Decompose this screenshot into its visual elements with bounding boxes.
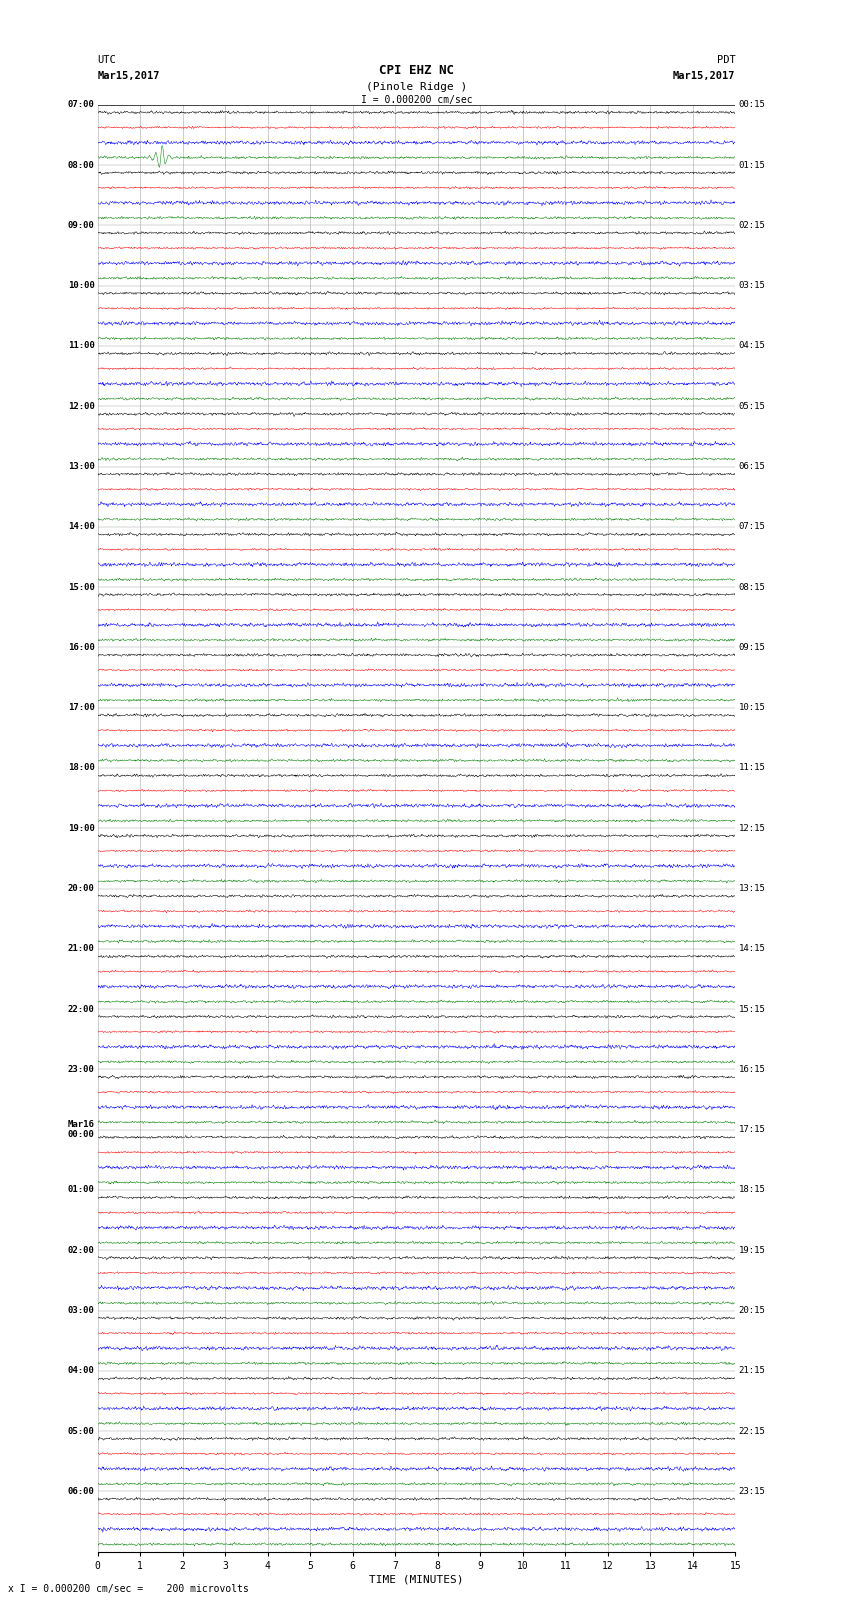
Text: 03:00: 03:00	[68, 1307, 94, 1315]
Text: 03:15: 03:15	[739, 281, 765, 290]
Text: 13:15: 13:15	[739, 884, 765, 894]
Text: 23:15: 23:15	[739, 1487, 765, 1495]
Text: 12:00: 12:00	[68, 402, 94, 411]
Text: CPI EHZ NC: CPI EHZ NC	[379, 65, 454, 77]
Text: 04:00: 04:00	[68, 1366, 94, 1376]
Text: 06:00: 06:00	[68, 1487, 94, 1495]
Text: 13:00: 13:00	[68, 461, 94, 471]
Text: 00:15: 00:15	[739, 100, 765, 110]
Text: 07:00: 07:00	[68, 100, 94, 110]
Text: x I = 0.000200 cm/sec =    200 microvolts: x I = 0.000200 cm/sec = 200 microvolts	[8, 1584, 249, 1594]
Text: 16:00: 16:00	[68, 644, 94, 652]
Text: 14:15: 14:15	[739, 944, 765, 953]
X-axis label: TIME (MINUTES): TIME (MINUTES)	[369, 1574, 464, 1586]
Text: 22:00: 22:00	[68, 1005, 94, 1013]
Text: 05:15: 05:15	[739, 402, 765, 411]
Text: 14:00: 14:00	[68, 523, 94, 531]
Text: 21:15: 21:15	[739, 1366, 765, 1376]
Text: 15:15: 15:15	[739, 1005, 765, 1013]
Text: 10:15: 10:15	[739, 703, 765, 713]
Text: 12:15: 12:15	[739, 824, 765, 832]
Text: 17:00: 17:00	[68, 703, 94, 713]
Text: 19:00: 19:00	[68, 824, 94, 832]
Text: (Pinole Ridge ): (Pinole Ridge )	[366, 82, 468, 92]
Text: 11:15: 11:15	[739, 763, 765, 773]
Text: 15:00: 15:00	[68, 582, 94, 592]
Text: 02:15: 02:15	[739, 221, 765, 231]
Text: 08:15: 08:15	[739, 582, 765, 592]
Text: UTC: UTC	[98, 55, 116, 65]
Text: Mar16
00:00: Mar16 00:00	[68, 1119, 94, 1139]
Text: 22:15: 22:15	[739, 1426, 765, 1436]
Text: 20:00: 20:00	[68, 884, 94, 894]
Text: 19:15: 19:15	[739, 1245, 765, 1255]
Text: 18:15: 18:15	[739, 1186, 765, 1195]
Text: 10:00: 10:00	[68, 281, 94, 290]
Text: 21:00: 21:00	[68, 944, 94, 953]
Text: 18:00: 18:00	[68, 763, 94, 773]
Text: 20:15: 20:15	[739, 1307, 765, 1315]
Text: 01:15: 01:15	[739, 161, 765, 169]
Text: 16:15: 16:15	[739, 1065, 765, 1074]
Text: 07:15: 07:15	[739, 523, 765, 531]
Text: 09:15: 09:15	[739, 644, 765, 652]
Text: Mar15,2017: Mar15,2017	[98, 71, 161, 81]
Text: 17:15: 17:15	[739, 1126, 765, 1134]
Text: Mar15,2017: Mar15,2017	[672, 71, 735, 81]
Text: 08:00: 08:00	[68, 161, 94, 169]
Text: PDT: PDT	[717, 55, 735, 65]
Text: 11:00: 11:00	[68, 342, 94, 350]
Text: 04:15: 04:15	[739, 342, 765, 350]
Text: 06:15: 06:15	[739, 461, 765, 471]
Text: 01:00: 01:00	[68, 1186, 94, 1195]
Text: 23:00: 23:00	[68, 1065, 94, 1074]
Text: I = 0.000200 cm/sec: I = 0.000200 cm/sec	[360, 95, 473, 105]
Text: 02:00: 02:00	[68, 1245, 94, 1255]
Text: 09:00: 09:00	[68, 221, 94, 231]
Text: 05:00: 05:00	[68, 1426, 94, 1436]
